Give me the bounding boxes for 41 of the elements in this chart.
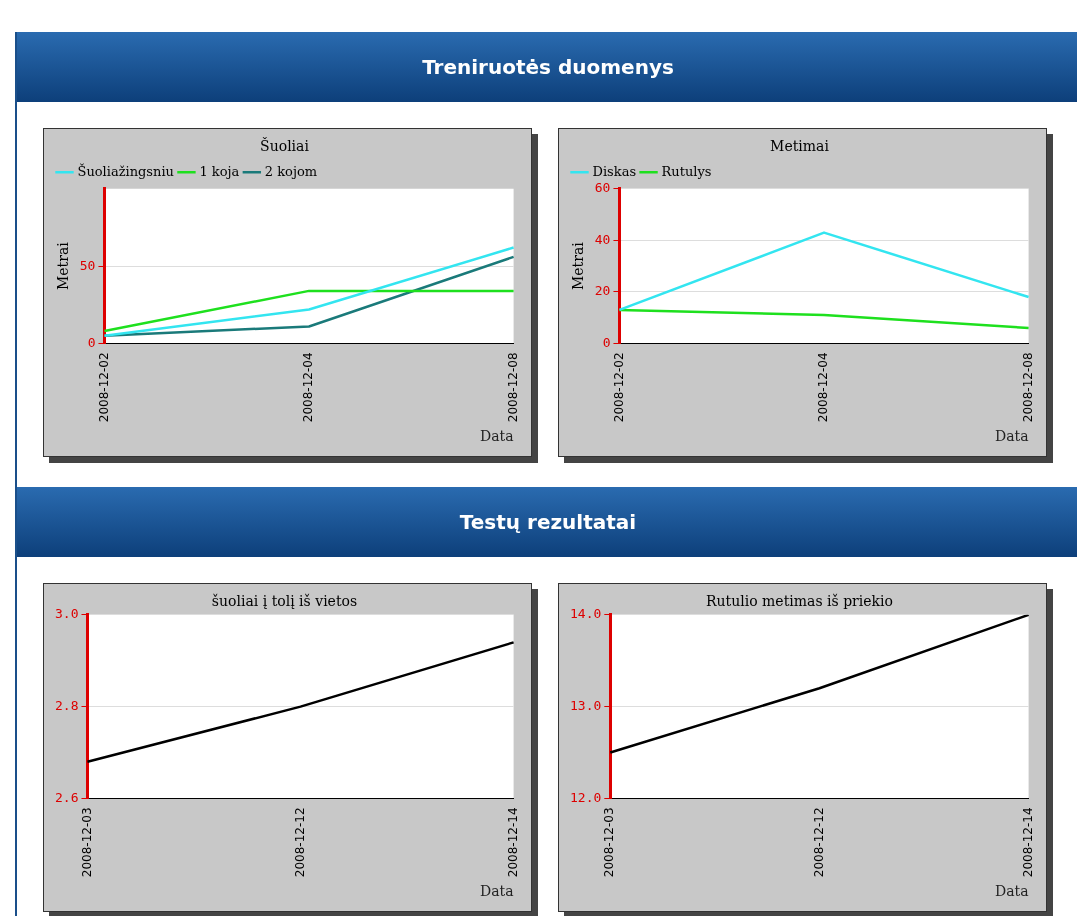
text: Testų rezultatai xyxy=(17,487,1077,557)
x-tick-label: 2008-12-12 xyxy=(811,807,826,878)
text: Treniruotės duomenys xyxy=(17,32,1077,102)
x-tick-label: 2008-12-14 xyxy=(505,807,520,878)
y-tick-label: 2.8 xyxy=(55,698,79,714)
legend-label: Diskas xyxy=(592,163,637,179)
x-tick-label: 2008-12-02 xyxy=(611,352,626,423)
y-tick-label: 13.0 xyxy=(569,698,602,714)
legend-label: 2 kojom xyxy=(264,163,318,179)
y-tick-label: 50 xyxy=(79,257,96,273)
x-tick-label: 2008-12-04 xyxy=(301,352,316,423)
y-tick-label: 40 xyxy=(594,231,611,247)
chart-title: šuoliai į tolį iš vietos xyxy=(211,593,358,610)
chart-title: Rutulio metimas iš priekio xyxy=(706,593,893,610)
x-tick-label: 2008-12-14 xyxy=(1020,807,1035,878)
y-axis-title: Metrai xyxy=(55,241,72,291)
chart-title: Metimai xyxy=(770,138,830,155)
y-tick-label: 3.0 xyxy=(55,606,79,622)
x-tick-label: 2008-12-02 xyxy=(96,352,111,423)
legend-label: Šuoliažingsniu xyxy=(77,162,174,179)
y-tick-label: 20 xyxy=(594,283,611,299)
y-tick-label: 2.6 xyxy=(55,789,79,805)
x-tick-label: 2008-12-03 xyxy=(602,807,617,878)
y-tick-label: 0 xyxy=(87,334,96,350)
y-tick-label: 60 xyxy=(594,180,611,196)
legend-label: 1 koja xyxy=(199,163,240,179)
chart-title: Šuoliai xyxy=(260,137,310,155)
x-axis-title: Data xyxy=(480,883,514,900)
x-tick-label: 2008-12-12 xyxy=(292,807,307,878)
x-tick-label: 2008-12-04 xyxy=(816,352,831,423)
x-tick-label: 2008-12-03 xyxy=(79,807,94,878)
y-tick-label: 0 xyxy=(602,334,611,350)
y-tick-label: 12.0 xyxy=(569,789,602,805)
x-tick-label: 2008-12-08 xyxy=(1020,352,1035,423)
x-axis-title: Data xyxy=(995,428,1029,445)
y-axis-title: Metrai xyxy=(570,241,587,291)
x-axis-title: Data xyxy=(480,428,514,445)
x-tick-label: 2008-12-08 xyxy=(505,352,520,423)
x-axis-title: Data xyxy=(995,883,1029,900)
y-tick-label: 14.0 xyxy=(569,606,602,622)
legend-label: Rutulys xyxy=(661,163,712,179)
